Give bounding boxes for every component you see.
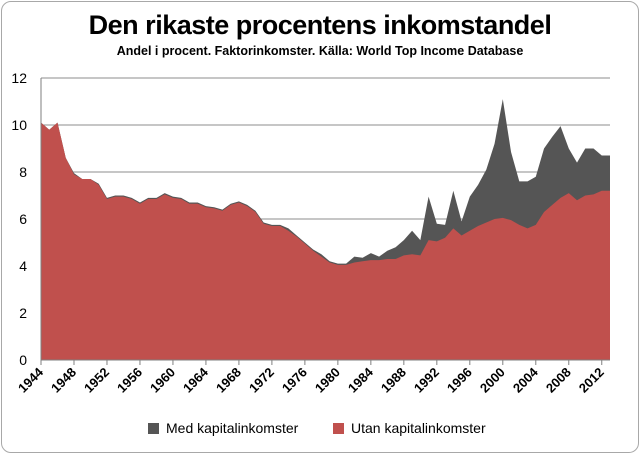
y-tick-label-10: 10 [11, 117, 27, 133]
x-tick-label-1960: 1960 [147, 365, 178, 396]
y-tick-label-8: 8 [19, 164, 27, 180]
area-series-utan-kapitalinkomster [41, 122, 610, 361]
y-tick-label-6: 6 [19, 211, 27, 227]
x-tick-label-2004: 2004 [510, 364, 542, 396]
x-tick-label-2008: 2008 [543, 365, 574, 396]
x-tick-label-1944: 1944 [15, 364, 47, 396]
x-tick-label-1968: 1968 [213, 365, 244, 396]
area-series [41, 99, 610, 361]
x-tick-label-1972: 1972 [246, 365, 277, 396]
legend-label-med: Med kapitalinkomster [166, 420, 299, 436]
legend-swatch-utan [333, 422, 344, 434]
x-tick-label-2000: 2000 [477, 365, 508, 396]
axes [40, 78, 610, 365]
legend-item-utan: Utan kapitalinkomster [333, 420, 486, 436]
x-tick-label-1952: 1952 [81, 365, 112, 396]
y-tick-label-4: 4 [19, 258, 27, 274]
legend-label-utan: Utan kapitalinkomster [351, 420, 486, 436]
x-tick-label-1948: 1948 [48, 365, 79, 396]
chart-subtitle: Andel i procent. Faktorinkomster. Källa:… [116, 44, 524, 58]
x-tick-label-1964: 1964 [180, 364, 212, 396]
y-tick-label-2: 2 [19, 305, 27, 321]
x-tick-label-1976: 1976 [279, 365, 310, 396]
x-tick-labels: 1944 1948 1952 1956 1960 1964 1968 1972 1976 1980… [15, 364, 607, 396]
chart-title: Den rikaste procentens inkomstandel [88, 10, 552, 40]
x-tick-label-2012: 2012 [576, 365, 607, 396]
y-tick-label-12: 12 [11, 70, 27, 86]
x-tick-label-1984: 1984 [345, 364, 377, 396]
legend: Med kapitalinkomster Utan kapitalinkomst… [0, 420, 640, 440]
legend-item-med: Med kapitalinkomster [148, 420, 298, 436]
legend-swatch-med [148, 422, 159, 434]
x-tick-label-1988: 1988 [378, 365, 409, 396]
x-tick-label-1996: 1996 [444, 365, 475, 396]
y-tick-label-0: 0 [19, 352, 27, 368]
x-tick-label-1956: 1956 [114, 365, 145, 396]
y-tick-labels: 0 2 4 6 8 10 12 [11, 70, 27, 368]
x-tick-label-1992: 1992 [411, 365, 442, 396]
x-tick-label-1980: 1980 [312, 365, 343, 396]
